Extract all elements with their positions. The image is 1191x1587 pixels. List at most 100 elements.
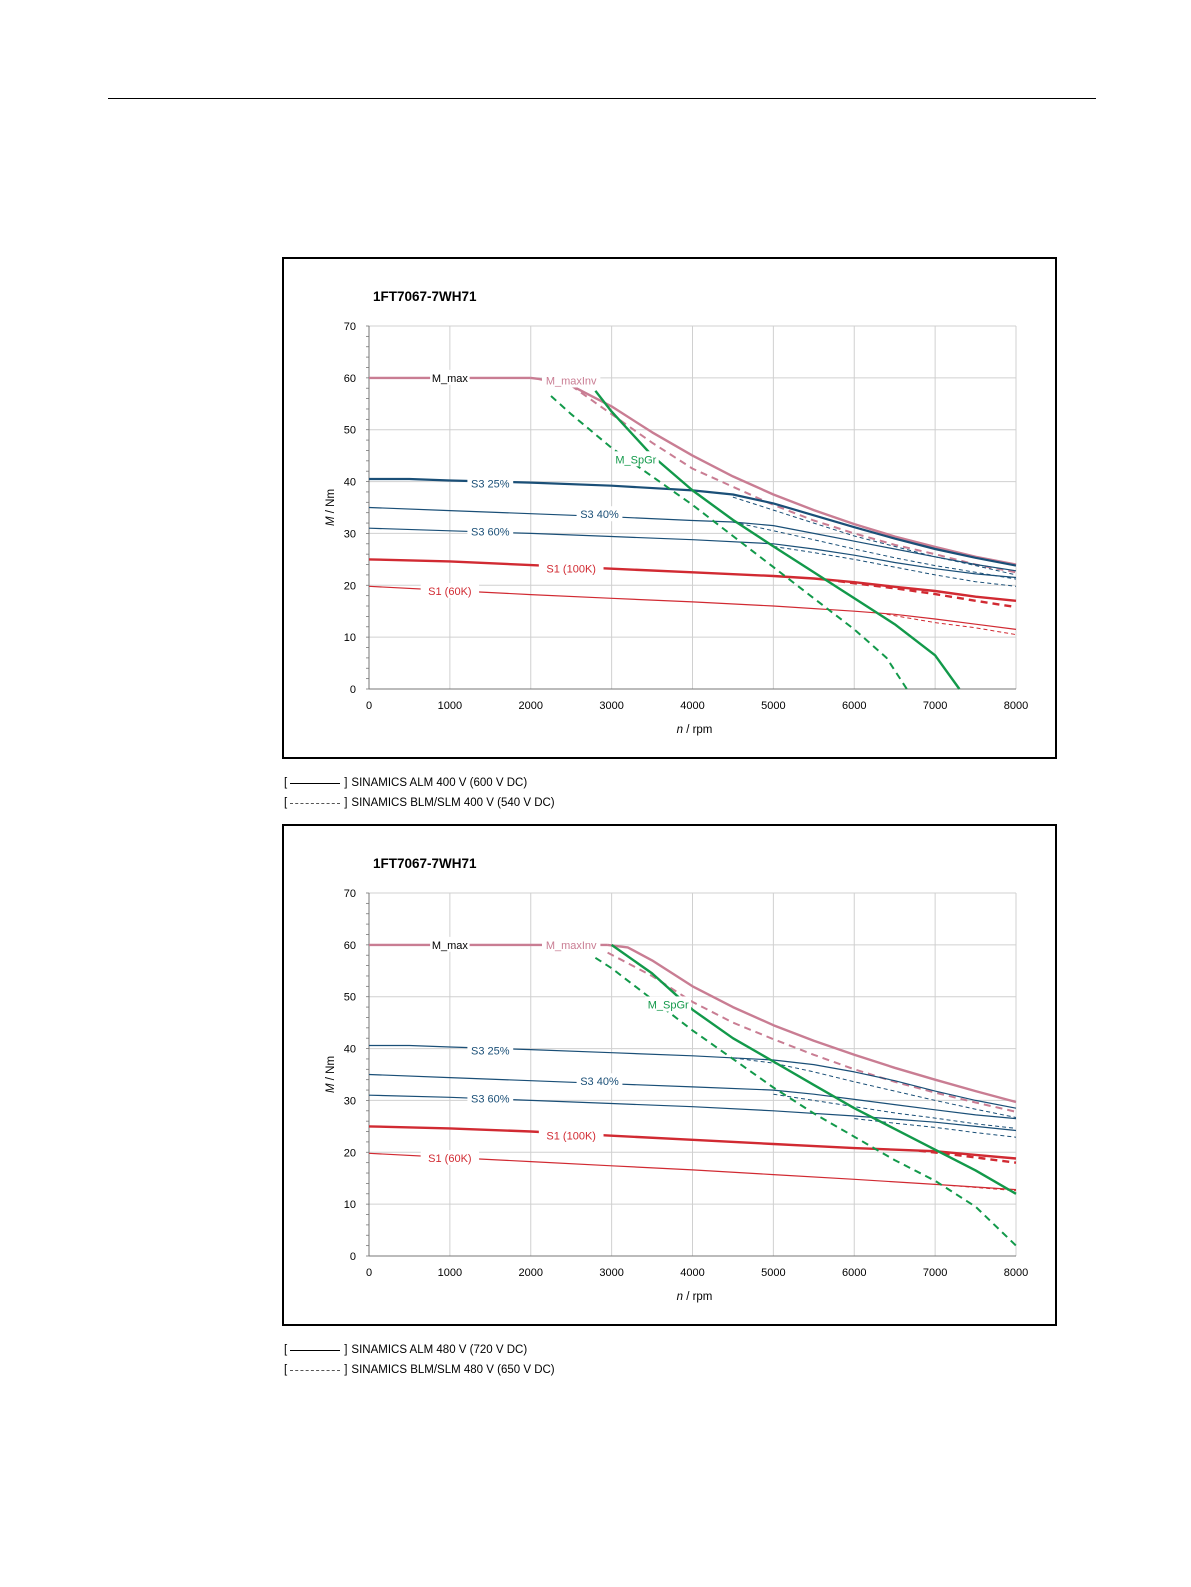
legend-row: [] SINAMICS ALM 400 V (600 V DC) xyxy=(284,773,555,793)
curve-label-bg xyxy=(420,1149,480,1165)
y-tick-label: 70 xyxy=(344,888,356,900)
legend-480v: [] SINAMICS ALM 480 V (720 V DC)[] SINAMIC… xyxy=(284,1340,555,1380)
x-tick-label: 1000 xyxy=(438,700,462,712)
y-tick-label: 70 xyxy=(344,321,356,333)
y-tick-label: 0 xyxy=(350,1251,356,1263)
curve-label: S3 60% xyxy=(471,526,510,538)
legend-swatch-dashed xyxy=(290,802,341,804)
y-tick-label: 30 xyxy=(344,528,356,540)
curve-label: S3 60% xyxy=(471,1093,510,1105)
x-tick-label: 0 xyxy=(366,1267,372,1279)
y-axis-label: M / Nm xyxy=(325,489,337,526)
curve-label: M_maxInv xyxy=(546,940,597,952)
y-axis-label: M / Nm xyxy=(325,1056,337,1093)
curve-label-bg xyxy=(541,372,601,388)
legend-swatch-dashed xyxy=(290,1369,341,1371)
x-tick-label: 4000 xyxy=(680,1267,704,1279)
series-line xyxy=(594,390,961,690)
legend-400v: [] SINAMICS ALM 400 V (600 V DC)[] SINAMIC… xyxy=(284,773,555,813)
x-axis-label-symbol: n xyxy=(677,1291,683,1303)
legend-bracket-open: [ xyxy=(284,777,288,789)
x-tick-label: 2000 xyxy=(519,1267,543,1279)
y-tick-label: 20 xyxy=(344,580,356,592)
curve-label-bg xyxy=(576,506,623,522)
legend-bracket-open: [ xyxy=(284,1344,288,1356)
y-tick-label: 60 xyxy=(344,373,356,385)
curve-label-bg xyxy=(467,1090,514,1106)
legend-label: SINAMICS ALM 480 V (720 V DC) xyxy=(351,1344,528,1356)
x-tick-label: 0 xyxy=(366,700,372,712)
curve-label-bg xyxy=(467,1042,514,1058)
series-line xyxy=(368,1152,1017,1191)
series-line xyxy=(732,521,1017,580)
legend-bracket-close: ] xyxy=(344,777,348,789)
x-tick-label: 7000 xyxy=(923,700,947,712)
curve-label-bg xyxy=(612,451,659,467)
x-tick-label: 8000 xyxy=(1004,1267,1028,1279)
x-tick-label: 7000 xyxy=(923,1267,947,1279)
curve-label: S3 40% xyxy=(580,1076,619,1088)
legend-label: SINAMICS ALM 400 V (600 V DC) xyxy=(351,777,528,789)
curve-label-bg xyxy=(420,582,480,598)
curve-label-bg xyxy=(538,1127,604,1143)
x-tick-label: 8000 xyxy=(1004,700,1028,712)
chart-400v: 1FT7067-7WH71 0 1000 2000 3000 4000 5000 6000 70… xyxy=(325,289,1028,736)
series-line xyxy=(530,376,1017,566)
x-tick-label: 5000 xyxy=(761,700,785,712)
curve-label: S1 (60K) xyxy=(428,1153,471,1165)
curve-label: S1 (100K) xyxy=(546,1131,596,1143)
legend-bracket-close: ] xyxy=(344,1344,348,1356)
legend-bracket-close: ] xyxy=(344,797,348,809)
series-line xyxy=(918,1149,1017,1164)
x-tick-label: 6000 xyxy=(842,700,866,712)
x-tick-label: 6000 xyxy=(842,1267,866,1279)
legend-bracket-open: [ xyxy=(284,1364,288,1376)
x-axis-label-unit: / rpm xyxy=(683,1291,712,1303)
x-tick-label: 3000 xyxy=(599,700,623,712)
curve-label: S1 (60K) xyxy=(428,586,471,598)
legend-bracket-close: ] xyxy=(344,1364,348,1376)
x-axis-label: n / rpm xyxy=(677,1291,713,1303)
curve-label-bg xyxy=(576,1073,623,1089)
chart-title: 1FT7067-7WH71 xyxy=(373,289,477,304)
curve-label: S3 25% xyxy=(471,1046,510,1058)
curve-label-bg xyxy=(467,475,514,491)
y-axis-label-symbol: M xyxy=(325,1083,337,1093)
series-line xyxy=(773,545,1017,587)
y-axis-label-symbol: M xyxy=(325,516,337,526)
curve-label: M_max xyxy=(432,940,469,952)
x-tick-label: 3000 xyxy=(599,1267,623,1279)
series-line xyxy=(368,527,1017,579)
x-tick-label: 5000 xyxy=(761,1267,785,1279)
curve-label: S1 (100K) xyxy=(546,564,596,576)
series-line xyxy=(368,1073,1017,1120)
series-line xyxy=(368,1125,1017,1160)
series-line xyxy=(837,579,1017,609)
series-line xyxy=(610,943,1017,1195)
curve-label-bg xyxy=(430,369,470,385)
chart-frame-480v: 1FT7067-7WH71 0 1000 2000 3000 4000 5000 6000 70… xyxy=(282,824,1057,1326)
series-line xyxy=(607,951,1017,1113)
y-tick-label: 40 xyxy=(344,477,356,489)
series-line xyxy=(369,477,1017,567)
curve-label-bg xyxy=(645,996,692,1012)
chart-480v: 1FT7067-7WH71 0 1000 2000 3000 4000 5000 6000 70… xyxy=(325,856,1028,1303)
series-line xyxy=(368,558,1017,602)
legend-swatch-solid xyxy=(290,1349,341,1351)
y-tick-label: 10 xyxy=(344,1199,356,1211)
chart-frame-400v: 1FT7067-7WH71 0 1000 2000 3000 4000 5000 6000 70… xyxy=(282,257,1057,759)
series-line xyxy=(368,506,1017,572)
y-axis-label-unit: / Nm xyxy=(325,1056,337,1083)
legend-swatch-solid xyxy=(290,782,341,784)
y-axis-label-unit: / Nm xyxy=(325,489,337,516)
series-line xyxy=(607,943,1017,1104)
series-line xyxy=(570,384,1017,574)
x-axis-label-symbol: n xyxy=(677,724,683,736)
series-line xyxy=(951,1185,1017,1192)
curve-label-bg xyxy=(430,936,470,952)
curve-label-bg xyxy=(467,523,514,539)
series-line xyxy=(368,585,1017,630)
series-line xyxy=(369,1044,1017,1109)
x-axis-label: n / rpm xyxy=(677,724,713,736)
curve-label: M_SpGr xyxy=(648,999,689,1011)
